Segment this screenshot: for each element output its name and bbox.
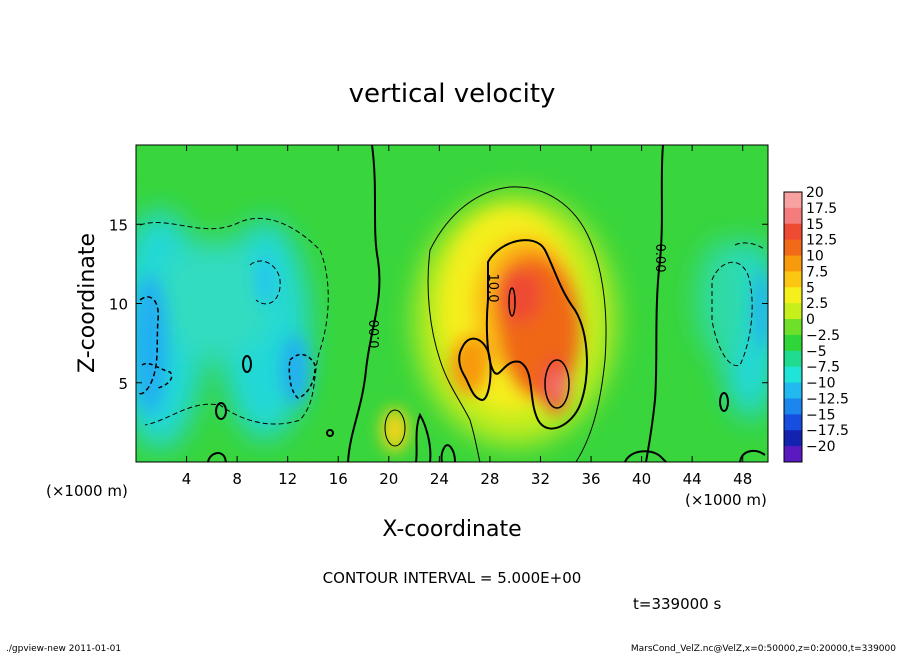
y-tick-label: 15 — [109, 216, 128, 234]
y-tick-label: 5 — [118, 375, 128, 393]
footer-right: MarsCond_VelZ.nc@VelZ,x=0:50000,z=0:2000… — [631, 644, 896, 654]
x-axis-ticks: 4 8 12 16 20 24 28 32 36 40 44 48 — [182, 145, 752, 488]
colorbar-swatch — [784, 239, 802, 257]
colorbar-swatch — [784, 303, 802, 320]
colorbar-swatch — [784, 430, 802, 447]
contour-interval: CONTOUR INTERVAL = 5.000E+00 — [323, 569, 582, 587]
colorbar-swatch — [784, 223, 802, 241]
x-unit-right: (×1000 m) — [685, 491, 767, 509]
x-tick-label: 32 — [531, 470, 550, 488]
x-tick-label: 36 — [581, 470, 600, 488]
colorbar-label: 7.5 — [806, 264, 828, 280]
x-tick-label: 4 — [182, 470, 192, 488]
colorbar-swatch — [784, 382, 802, 399]
colorbar-label: 17.5 — [806, 201, 837, 217]
colorbar-label: −12.5 — [806, 391, 849, 407]
y-tick-label: 10 — [109, 296, 128, 314]
colorbar-swatch — [784, 446, 802, 463]
colorbar-label: −15 — [806, 407, 836, 423]
time-label: t=339000 s — [633, 595, 721, 613]
x-tick-label: 8 — [232, 470, 242, 488]
contour-label: 10.0 — [485, 274, 500, 303]
colorbar-label: 10 — [806, 249, 824, 265]
colorbar-label: −10 — [806, 376, 836, 392]
y-axis-label: Z-coordinate — [75, 233, 100, 373]
colorbar-swatch — [784, 398, 802, 415]
colorbar-swatch — [784, 319, 802, 336]
x-tick-label: 48 — [733, 470, 752, 488]
colorbar-swatch — [784, 192, 802, 209]
colorbar-label: −17.5 — [806, 423, 849, 439]
footer-left: ./gpview-new 2011-01-01 — [6, 644, 121, 654]
x-tick-label: 20 — [379, 470, 398, 488]
colorbar-swatch — [784, 271, 802, 288]
colorbar-swatch — [784, 287, 802, 304]
contour-label: 0.00 — [652, 244, 667, 273]
colorbar-swatch — [784, 350, 802, 368]
colorbar-label: −2.5 — [806, 328, 840, 344]
x-axis-label: X-coordinate — [382, 517, 521, 542]
colorbar-label: 12.5 — [806, 233, 837, 249]
colorbar-swatch — [784, 334, 802, 352]
colorbar-label: −20 — [806, 439, 836, 455]
x-tick-label: 44 — [683, 470, 702, 488]
chart-title: vertical velocity — [349, 79, 556, 109]
x-tick-label: 24 — [430, 470, 449, 488]
colorbar-swatch — [784, 366, 802, 384]
colorbar-swatch — [784, 414, 802, 431]
x-tick-label: 40 — [632, 470, 651, 488]
colorbar-label: 15 — [806, 217, 824, 233]
colorbar-label: 2.5 — [806, 296, 828, 312]
colorbar-label: 20 — [806, 185, 824, 201]
colorbar-swatch — [784, 255, 802, 272]
contour-lines — [137, 145, 766, 462]
colorbar-label: 5 — [806, 280, 815, 296]
x-tick-label: 28 — [480, 470, 499, 488]
colorbar-label: 0 — [806, 312, 815, 328]
contour-label: 0.00 — [368, 320, 383, 349]
colorbar-swatch — [784, 207, 802, 225]
y-axis-ticks: 5 10 15 — [109, 216, 768, 393]
colorbar-frame — [783, 191, 803, 463]
x-tick-label: 16 — [329, 470, 348, 488]
x-tick-label: 12 — [278, 470, 297, 488]
x-unit-left: (×1000 m) — [46, 482, 128, 500]
colorbar-label: −5 — [806, 344, 827, 360]
heatmap-field — [136, 145, 768, 462]
colorbar: 2017.51512.5107.552.50−2.5−5−7.5−10−12.5… — [783, 185, 849, 463]
colorbar-label: −7.5 — [806, 360, 840, 376]
